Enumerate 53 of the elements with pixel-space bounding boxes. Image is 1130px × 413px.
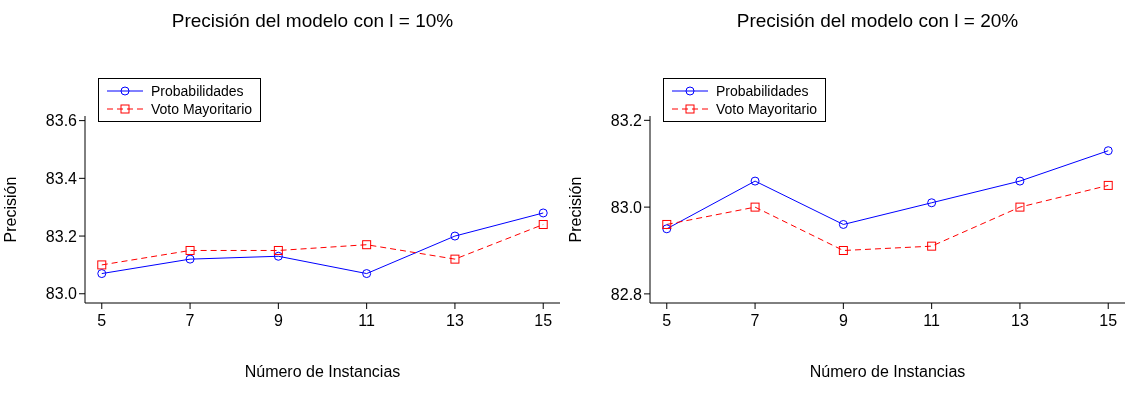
y-tick-label: 83.4 <box>45 170 78 188</box>
x-tick-label: 9 <box>838 312 848 330</box>
point <box>662 219 672 229</box>
y-axis-title: Precisión <box>566 176 584 243</box>
x-tick-label: 7 <box>750 312 760 330</box>
point <box>927 241 937 251</box>
legend-label: Voto Mayoritario <box>151 101 253 117</box>
point <box>927 198 937 208</box>
point <box>450 254 460 264</box>
point <box>538 220 548 230</box>
chart-title: Precisión del modelo con l = 20% <box>735 10 1020 32</box>
point <box>185 245 195 255</box>
point <box>273 245 283 255</box>
x-tick-label: 9 <box>273 312 283 330</box>
y-tick-label: 83.0 <box>45 285 78 303</box>
y-tick-label: 82.8 <box>610 285 643 303</box>
x-tick-label: 5 <box>97 312 107 330</box>
point <box>273 251 283 261</box>
legend-label: Probabilidades <box>151 83 244 99</box>
point <box>1015 176 1025 186</box>
y-axis-title: Precisión <box>1 176 19 243</box>
legend-label: Voto Mayoritario <box>716 101 818 117</box>
point <box>1015 202 1025 212</box>
point <box>450 231 460 241</box>
chart-title: Precisión del modelo con l = 10% <box>170 10 455 32</box>
x-tick-label: 5 <box>662 312 672 330</box>
x-tick-label: 13 <box>446 312 464 330</box>
x-axis-title: Número de Instancias <box>244 363 401 380</box>
x-tick-label: 15 <box>534 312 553 330</box>
point <box>1103 180 1113 190</box>
point <box>538 208 548 218</box>
x-axis-title: Número de Instancias <box>809 363 966 380</box>
y-tick-label: 83.0 <box>610 198 643 216</box>
point <box>750 202 760 212</box>
y-tick-label: 83.2 <box>610 112 643 130</box>
x-tick-label: 15 <box>1099 312 1118 330</box>
point <box>362 269 372 279</box>
point <box>662 224 672 234</box>
x-tick-label: 13 <box>1011 312 1029 330</box>
point <box>838 219 848 229</box>
legend-label: Probabilidades <box>716 83 809 99</box>
point <box>97 269 107 279</box>
point <box>838 246 848 255</box>
y-tick-label: 83.6 <box>45 112 78 130</box>
x-tick-label: 11 <box>923 312 941 330</box>
x-tick-label: 11 <box>358 312 376 330</box>
point <box>1103 146 1113 156</box>
point <box>97 260 107 270</box>
x-tick-label: 7 <box>185 312 195 330</box>
point <box>362 240 372 250</box>
y-tick-label: 83.2 <box>45 227 78 245</box>
point <box>750 176 760 186</box>
point <box>185 254 195 264</box>
